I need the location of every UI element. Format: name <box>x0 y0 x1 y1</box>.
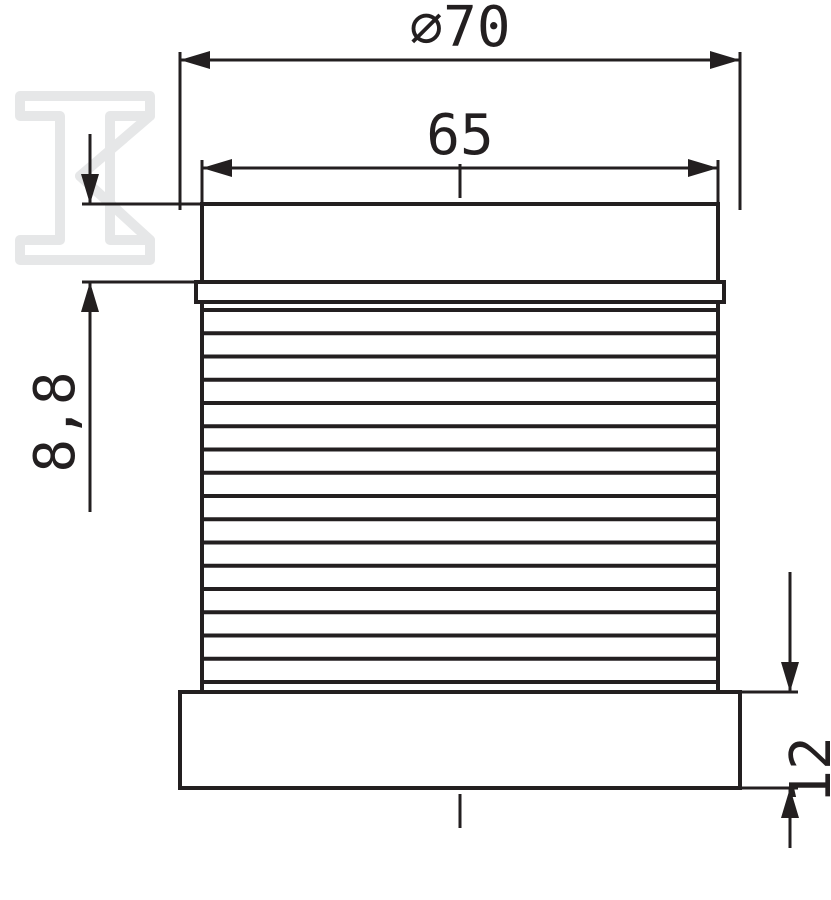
dimension-bottom-cap-label: 12 <box>779 736 831 803</box>
technical-drawing: ⌀70 65 8,8 12 <box>0 0 831 900</box>
dimension-bottom-cap-height: 12 <box>740 572 831 848</box>
top-cap <box>202 204 718 282</box>
rim <box>196 282 724 302</box>
part-body <box>180 204 740 788</box>
dimension-inner-width-label: 65 <box>426 103 493 168</box>
bottom-cap <box>180 692 740 788</box>
dimension-top-cap-label: 8,8 <box>23 371 88 472</box>
dimension-diameter-label: ⌀70 <box>409 0 510 60</box>
